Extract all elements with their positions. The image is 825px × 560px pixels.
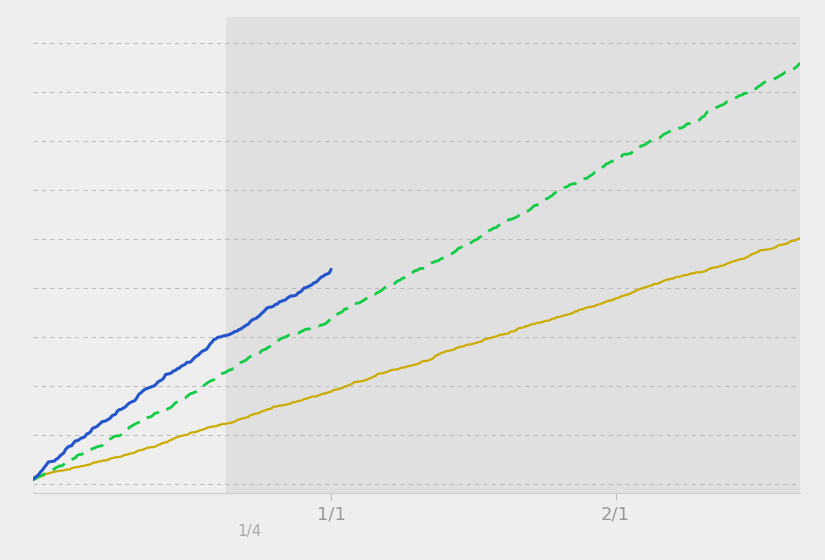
Text: 1/4: 1/4 [238, 524, 262, 539]
